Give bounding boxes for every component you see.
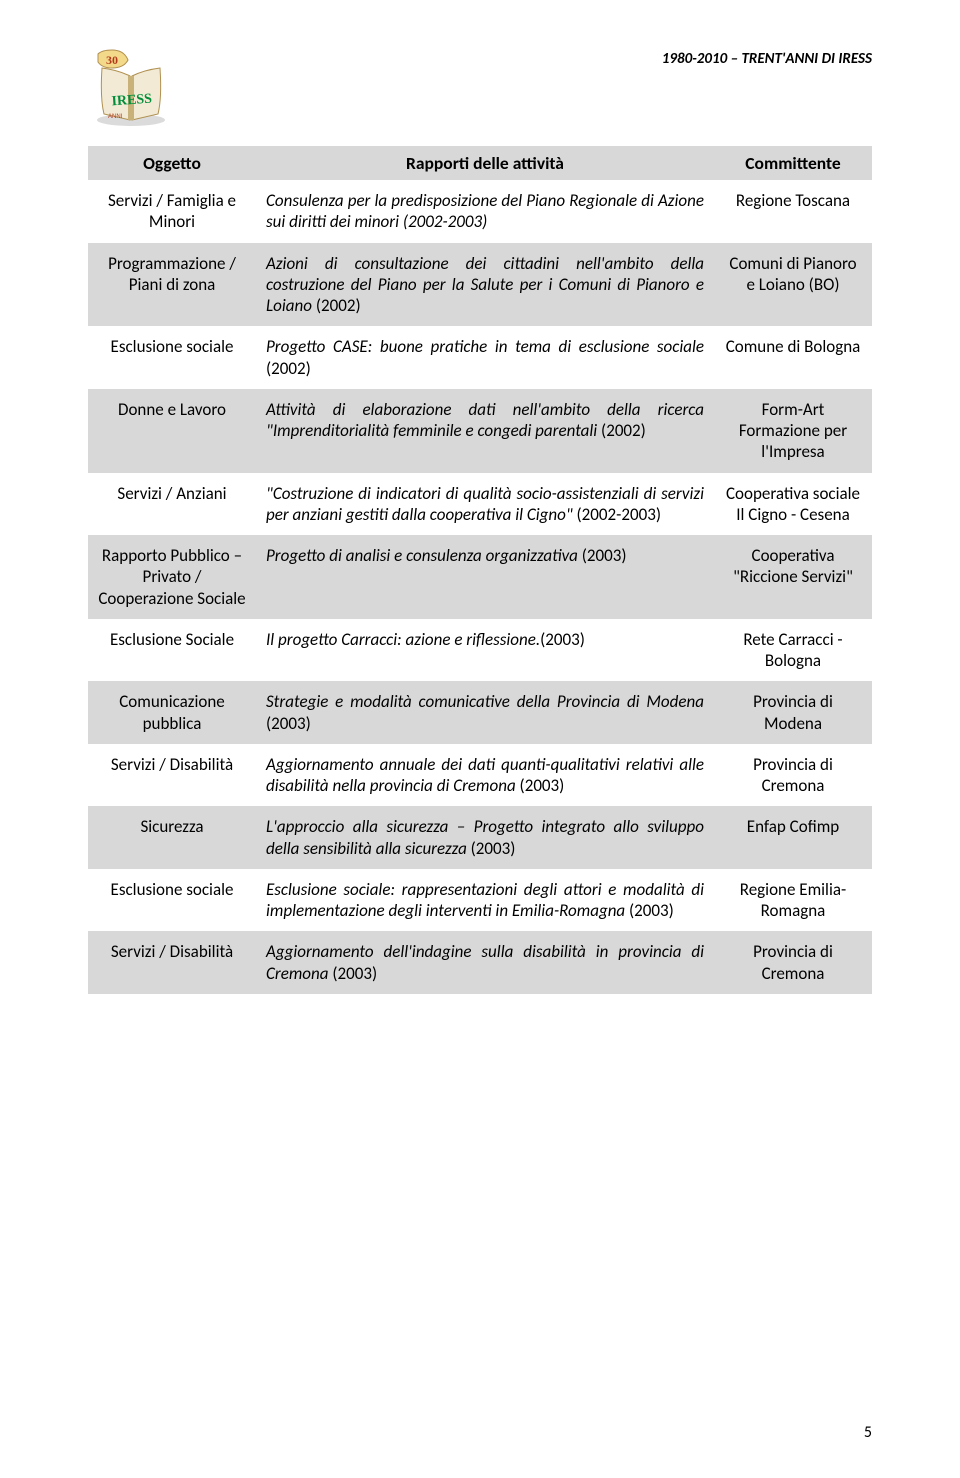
cell-oggetto: Esclusione Sociale: [88, 619, 256, 682]
table-header-row: Oggetto Rapporti delle attività Committe…: [88, 146, 872, 180]
table-row: Esclusione sociale Progetto CASE: buone p…: [88, 326, 872, 389]
iress-30-logo: 30 IRESS ANNI: [88, 48, 174, 128]
col-header-committente: Committente: [714, 146, 872, 180]
table-row: SicurezzaL'approccio alla sicurezza – Pr…: [88, 806, 872, 869]
svg-text:ANNI: ANNI: [108, 114, 123, 120]
activity-year: (2003): [328, 963, 377, 984]
cell-committente: Cooperativa sociale Il Cigno - Cesena: [714, 473, 872, 536]
table-row: Servizi / DisabilitàAggiornamento dell'i…: [88, 931, 872, 994]
svg-text:IRESS: IRESS: [111, 92, 153, 110]
activity-table: Oggetto Rapporti delle attività Committe…: [88, 146, 872, 994]
table-row: Comunicazione pubblica Strategie e modali…: [88, 681, 872, 744]
activity-year: (2002): [312, 295, 361, 316]
activity-year: (2003): [467, 838, 516, 859]
cell-rapporti: Aggiornamento annuale dei dati quanti-qu…: [256, 744, 714, 807]
page-number: 5: [864, 1423, 872, 1442]
table-row: Esclusione Sociale Il progetto Carracci: …: [88, 619, 872, 682]
cell-rapporti: Progetto di analisi e consulenza organiz…: [256, 535, 714, 619]
activity-year: (2003): [625, 900, 674, 921]
cell-committente: Regione Toscana: [714, 180, 872, 243]
activity-year: (2002): [597, 420, 646, 441]
cell-oggetto: Servizi / Anziani: [88, 473, 256, 536]
cell-rapporti: Esclusione sociale: rappresentazioni deg…: [256, 869, 714, 932]
cell-rapporti: Consulenza per la predisposizione del Pi…: [256, 180, 714, 243]
cell-rapporti: Aggiornamento dell'indagine sulla disabi…: [256, 931, 714, 994]
activity-description: Consulenza per la predisposizione del Pi…: [266, 190, 704, 232]
cell-rapporti: Il progetto Carracci: azione e riflessio…: [256, 619, 714, 682]
activity-year: (2002): [266, 358, 311, 379]
cell-oggetto: Servizi / Disabilità: [88, 931, 256, 994]
cell-rapporti: "Costruzione di indicatori di qualità so…: [256, 473, 714, 536]
cell-rapporti: Strategie e modalità comunicative della …: [256, 681, 714, 744]
col-header-rapporti: Rapporti delle attività: [256, 146, 714, 180]
cell-rapporti: Azioni di consultazione dei cittadini ne…: [256, 243, 714, 327]
cell-oggetto: Servizi / Disabilità: [88, 744, 256, 807]
activity-year: (2003): [516, 775, 565, 796]
table-row: Servizi / DisabilitàAggiornamento annual…: [88, 744, 872, 807]
page: 30 IRESS ANNI 1980-2010 – TRENT'ANNI DI …: [0, 0, 960, 1478]
table-row: Servizi / Famiglia e MinoriConsulenza pe…: [88, 180, 872, 243]
table-row: Programmazione / Piani di zonaAzioni di …: [88, 243, 872, 327]
cell-committente: Provincia di Modena: [714, 681, 872, 744]
cell-oggetto: Servizi / Famiglia e Minori: [88, 180, 256, 243]
svg-text:30: 30: [106, 53, 118, 67]
activity-year: (2003): [540, 629, 585, 650]
logo-svg: 30 IRESS ANNI: [88, 48, 174, 128]
cell-committente: Provincia di Cremona: [714, 744, 872, 807]
table-row: Servizi / Anziani"Costruzione di indicat…: [88, 473, 872, 536]
cell-committente: Provincia di Cremona: [714, 931, 872, 994]
cell-rapporti: L'approccio alla sicurezza – Progetto in…: [256, 806, 714, 869]
col-header-oggetto: Oggetto: [88, 146, 256, 180]
activity-description: Progetto di analisi e consulenza organiz…: [266, 545, 578, 566]
table-row: Esclusione socialeEsclusione sociale: ra…: [88, 869, 872, 932]
cell-oggetto: Comunicazione pubblica: [88, 681, 256, 744]
cell-committente: Form-Art Formazione per l'Impresa: [714, 389, 872, 473]
activity-year: (2003): [266, 713, 311, 734]
activity-description: Progetto CASE: buone pratiche in tema di…: [266, 336, 704, 357]
cell-committente: Cooperativa "Riccione Servizi": [714, 535, 872, 619]
activity-description: Strategie e modalità comunicative della …: [266, 691, 704, 712]
cell-rapporti: Progetto CASE: buone pratiche in tema di…: [256, 326, 714, 389]
cell-oggetto: Rapporto Pubblico – Privato / Cooperazio…: [88, 535, 256, 619]
table-row: Donne e LavoroAttività di elaborazione d…: [88, 389, 872, 473]
page-header: 30 IRESS ANNI 1980-2010 – TRENT'ANNI DI …: [88, 48, 872, 128]
cell-oggetto: Esclusione sociale: [88, 326, 256, 389]
activity-description: Il progetto Carracci: azione e riflessio…: [266, 629, 540, 650]
activity-year: (2003): [578, 545, 627, 566]
cell-committente: Regione Emilia-Romagna: [714, 869, 872, 932]
cell-committente: Comuni di Pianoro e Loiano (BO): [714, 243, 872, 327]
cell-rapporti: Attività di elaborazione dati nell'ambit…: [256, 389, 714, 473]
cell-committente: Comune di Bologna: [714, 326, 872, 389]
table-body: Servizi / Famiglia e MinoriConsulenza pe…: [88, 180, 872, 994]
table-row: Rapporto Pubblico – Privato / Cooperazio…: [88, 535, 872, 619]
cell-oggetto: Esclusione sociale: [88, 869, 256, 932]
activity-year: (2002-2003): [573, 504, 661, 525]
activity-description: Aggiornamento annuale dei dati quanti-qu…: [266, 754, 704, 796]
cell-oggetto: Sicurezza: [88, 806, 256, 869]
cell-committente: Rete Carracci - Bologna: [714, 619, 872, 682]
running-header-title: 1980-2010 – TRENT'ANNI DI IRESS: [662, 48, 872, 68]
cell-oggetto: Donne e Lavoro: [88, 389, 256, 473]
cell-committente: Enfap Cofimp: [714, 806, 872, 869]
cell-oggetto: Programmazione / Piani di zona: [88, 243, 256, 327]
